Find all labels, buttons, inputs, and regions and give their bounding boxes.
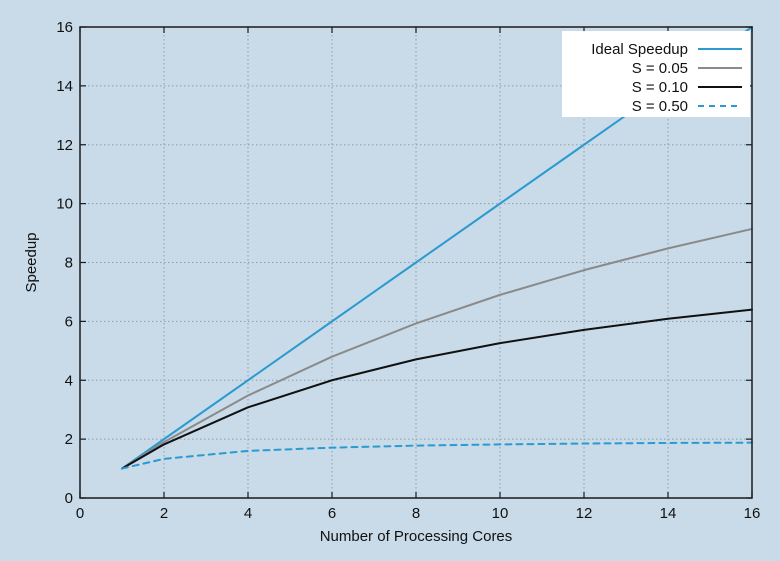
- series-line-s-0-10: [121, 308, 753, 470]
- y-tick-label: 8: [65, 255, 73, 272]
- axis-ticks: 0 2 4 6 8 10 12 14 16 0 2 4 6 8 10 12 14 16: [56, 19, 760, 522]
- legend: Ideal Speedup S = 0.05 S = 0.10 S = 0.50: [562, 31, 750, 117]
- x-tick-label: 0: [76, 505, 84, 522]
- x-tick-label: 6: [328, 505, 336, 522]
- y-tick-label: 6: [65, 313, 73, 330]
- x-tick-label: 2: [160, 505, 168, 522]
- series-line-s-0-05: [121, 227, 753, 470]
- x-tick-label: 14: [660, 505, 677, 522]
- x-tick-label: 4: [244, 505, 252, 522]
- legend-label: S = 0.50: [632, 98, 688, 115]
- x-tick-label: 10: [492, 505, 509, 522]
- x-axis-title: Number of Processing Cores: [320, 528, 513, 545]
- series-line-s-0-50: [121, 441, 753, 470]
- x-tick-label: 8: [412, 505, 420, 522]
- legend-box: [562, 31, 750, 117]
- y-tick-label: 4: [65, 372, 73, 389]
- y-tick-label: 12: [56, 137, 73, 154]
- y-tick-label: 2: [65, 431, 73, 448]
- x-tick-label: 16: [744, 505, 761, 522]
- y-tick-label: 14: [56, 78, 73, 95]
- legend-label: Ideal Speedup: [591, 41, 688, 58]
- y-tick-label: 0: [65, 490, 73, 507]
- legend-label: S = 0.10: [632, 79, 688, 96]
- legend-label: S = 0.05: [632, 60, 688, 77]
- y-axis-title: Speedup: [23, 232, 40, 292]
- grid: [80, 27, 752, 498]
- x-tick-label: 12: [576, 505, 593, 522]
- y-tick-label: 16: [56, 19, 73, 36]
- y-tick-label: 10: [56, 196, 73, 213]
